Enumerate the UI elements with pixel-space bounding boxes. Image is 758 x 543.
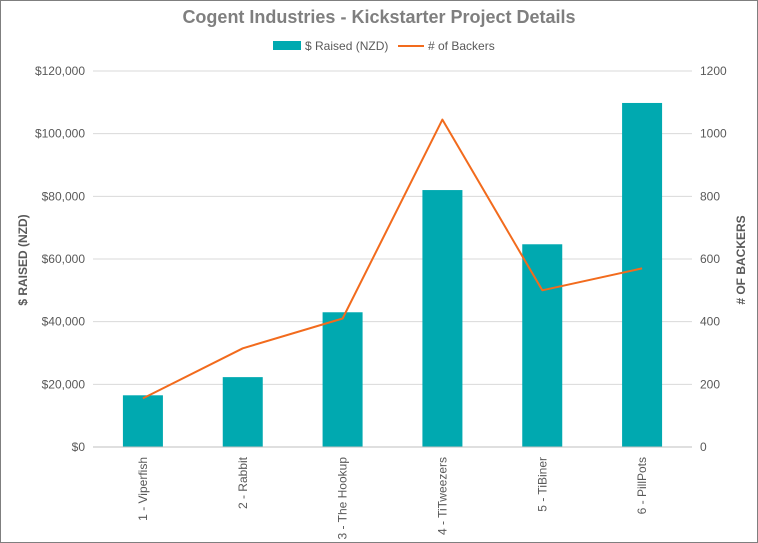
x-axis-categories: 1 - Viperfish 2 - Rabbit 3 - The Hookup 4 -… bbox=[136, 456, 649, 539]
y-tick-right-label: 400 bbox=[700, 315, 720, 329]
y-tick-left-label: $80,000 bbox=[42, 189, 86, 203]
chart-title: Cogent Industries - Kickstarter Project … bbox=[182, 7, 575, 27]
y-tick-right-label: 200 bbox=[700, 377, 720, 391]
y-tick-right-label: 1200 bbox=[700, 64, 727, 78]
y-tick-left-label: $100,000 bbox=[35, 127, 85, 141]
y-axis-right-ticks: 0 200 400 600 800 1000 1200 bbox=[700, 64, 727, 454]
bar bbox=[122, 395, 163, 447]
y-axis-left-title: $ RAISED (NZD) bbox=[16, 214, 30, 305]
x-category-label: 6 - PillPots bbox=[635, 457, 649, 514]
y-axis-left-ticks: $0 $20,000 $40,000 $60,000 $80,000 $100,000 $1… bbox=[35, 64, 85, 454]
x-category-label: 1 - Viperfish bbox=[136, 457, 150, 521]
y-tick-left-label: $60,000 bbox=[42, 252, 86, 266]
x-category-label: 2 - Rabbit bbox=[236, 456, 250, 509]
legend-label-raised: $ Raised (NZD) bbox=[305, 39, 388, 53]
legend-label-backers: # of Backers bbox=[428, 39, 495, 53]
y-tick-right-label: 800 bbox=[700, 189, 720, 203]
y-tick-left-label: $40,000 bbox=[42, 315, 86, 329]
y-tick-left-label: $0 bbox=[72, 440, 86, 454]
x-category-label: 4 - TiTweezers bbox=[435, 457, 449, 535]
bar bbox=[222, 377, 263, 447]
gridlines bbox=[93, 70, 692, 385]
backers-line bbox=[142, 118, 643, 400]
legend: $ Raised (NZD) # of Backers bbox=[273, 39, 495, 53]
bar-series bbox=[122, 102, 663, 448]
x-category-label: 5 - TiBiner bbox=[535, 457, 549, 512]
y-tick-left-label: $120,000 bbox=[35, 64, 85, 78]
y-tick-left-label: $20,000 bbox=[42, 377, 86, 391]
y-tick-right-label: 600 bbox=[700, 252, 720, 266]
bar bbox=[422, 190, 463, 448]
bar bbox=[322, 312, 363, 447]
line-series bbox=[142, 118, 643, 400]
x-category-label: 3 - The Hookup bbox=[336, 457, 350, 540]
bar bbox=[622, 102, 663, 448]
y-tick-right-label: 0 bbox=[700, 440, 707, 454]
y-axis-right-title: # OF BACKERS bbox=[734, 215, 748, 304]
legend-swatch-raised bbox=[273, 41, 301, 50]
bar bbox=[522, 244, 563, 447]
y-tick-right-label: 1000 bbox=[700, 127, 727, 141]
